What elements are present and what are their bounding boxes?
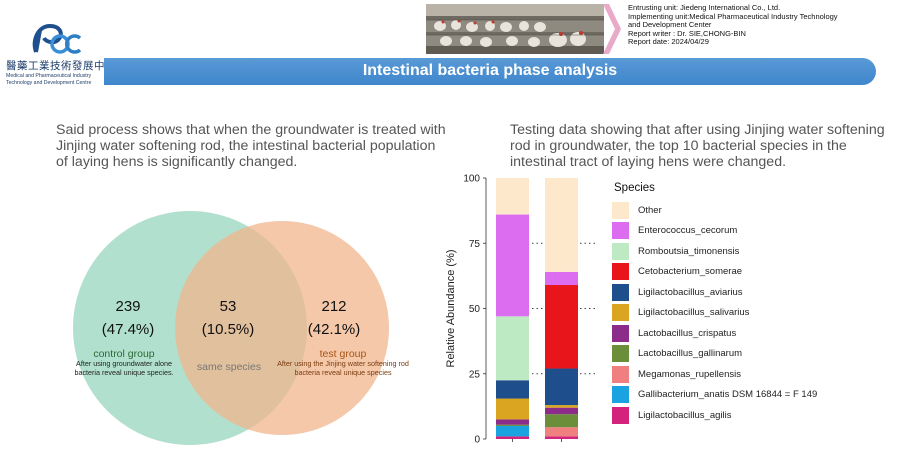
bar-segment xyxy=(496,425,529,437)
bar-segment xyxy=(496,419,529,425)
legend-item: Enterococcus_cecorum xyxy=(612,221,912,242)
legend-label: Megamonas_rupellensis xyxy=(638,368,741,380)
bar-segment xyxy=(496,424,529,426)
legend-item: Romboutsia_timonensis xyxy=(612,241,912,262)
test-pct: (42.1%) xyxy=(307,321,361,338)
bar-segment xyxy=(545,271,578,286)
chevron-right-icon xyxy=(603,4,621,54)
page-title: Intestinal bacteria phase analysis xyxy=(362,62,618,79)
bar-segment xyxy=(496,436,529,439)
bar-segment xyxy=(496,316,529,381)
test-note-line-2: bacteria reveal unique species xyxy=(294,367,392,377)
center-logo: 醫藥工業技術發展中心 Medical and Pharmaceutical In… xyxy=(6,22,116,86)
test-group-label: test group xyxy=(319,348,367,360)
legend-swatch xyxy=(612,201,629,219)
legend-item: Other xyxy=(612,200,912,221)
meta-entrusting-unit: Entrusting unit: Jiedeng International C… xyxy=(628,3,781,12)
control-group-label: control group xyxy=(93,348,155,360)
meta-implementing-unit-cont: and Development Center xyxy=(628,20,712,30)
bar-segment xyxy=(545,178,578,272)
legend-label: Gallibacterium_anatis DSM 16844 = F 149 xyxy=(638,389,818,401)
pidc-logo-icon xyxy=(32,23,82,54)
legend-label: Cetobacterium_somerae xyxy=(638,266,743,278)
legend-label: Ligilactobacillus_salivarius xyxy=(638,307,750,319)
legend-swatch xyxy=(612,386,629,404)
legend-swatch xyxy=(612,345,629,363)
shared-count: 53 xyxy=(219,298,237,315)
legend-item: Ligilactobacillus_aviarius xyxy=(612,282,912,303)
legend-label: Ligilactobacillus_agilis xyxy=(638,409,732,421)
logo-english-line-1: Medical and Pharmaceutical Industry xyxy=(6,73,92,79)
legend-label: Other xyxy=(638,204,662,216)
meta-report-writer: Report writer : Dr. SIE,CHONG-BIN xyxy=(628,28,746,38)
legend-label: Enterococcus_cecorum xyxy=(638,225,738,237)
control-note-line-1: After using groundwater alone xyxy=(76,359,172,368)
legend-item: Ligilactobacillus_agilis xyxy=(612,405,912,426)
legend-swatch xyxy=(612,263,629,281)
bar-segment xyxy=(545,436,578,439)
legend-swatch xyxy=(612,222,629,240)
shared-label: same species xyxy=(196,361,262,373)
bar-segment xyxy=(496,398,529,420)
logo-chinese-name: 醫藥工業技術發展中心 xyxy=(6,60,116,72)
legend-swatch xyxy=(612,324,629,342)
venn-diagram: 239 (47.4%) 53 (10.5%) 212 (42.1%) contr… xyxy=(60,200,420,454)
legend-item: Lactobacillus_gallinarum xyxy=(612,344,912,365)
bar-segment xyxy=(545,407,578,415)
y-tick-label: 0 xyxy=(474,435,480,446)
y-axis-label: Relative Abundance (%) xyxy=(445,249,457,367)
bar-segment xyxy=(545,405,578,408)
test-note-line-1: After using the Jinjing water softening … xyxy=(277,359,409,368)
y-tick-label: 50 xyxy=(469,304,481,315)
legend-swatch xyxy=(612,283,629,301)
legend-swatch xyxy=(612,406,629,424)
legend-swatch xyxy=(612,365,629,383)
report-meta: Entrusting unit: Jiedeng International C… xyxy=(628,3,838,47)
legend-label: Ligilactobacillus_aviarius xyxy=(638,286,743,298)
legend-item: Cetobacterium_somerae xyxy=(612,262,912,283)
legend-label: Lactobacillus_gallinarum xyxy=(638,348,743,360)
chart-description: Testing data showing that after using Ji… xyxy=(510,122,885,170)
bar-segment xyxy=(496,178,529,215)
bar-segment xyxy=(496,214,529,317)
y-tick-label: 100 xyxy=(463,174,480,185)
bar-segment xyxy=(545,427,578,437)
y-tick-label: 25 xyxy=(469,369,481,380)
legend-item: Gallibacterium_anatis DSM 16844 = F 149 xyxy=(612,385,912,406)
test-group-circle xyxy=(175,221,389,435)
legend-item: Ligilactobacillus_salivarius xyxy=(612,303,912,324)
legend-item: Megamonas_rupellensis xyxy=(612,364,912,385)
bar-segment xyxy=(545,285,578,369)
legend-label: Lactobacillus_crispatus xyxy=(638,327,737,339)
legend-items: Other Enterococcus_cecorum Romboutsia_timo… xyxy=(612,200,912,426)
bar-segment xyxy=(545,414,578,428)
control-count: 239 xyxy=(115,298,141,315)
species-legend: Species Other Enterococcus_cecorum Rombout… xyxy=(612,182,912,426)
meta-report-date: Report date: 2024/04/29 xyxy=(628,37,709,47)
abundance-chart-svg: 0 25 50 75 100 Relative Abundance (%) xyxy=(445,174,596,446)
legend-swatch xyxy=(612,242,629,260)
legend-swatch xyxy=(612,304,629,322)
legend-label: Romboutsia_timonensis xyxy=(638,245,740,257)
control-note-line-2: bacteria reveal unique species. xyxy=(74,367,174,377)
bar-segment xyxy=(545,368,578,406)
legend-title: Species xyxy=(614,182,655,194)
y-tick-label: 75 xyxy=(469,239,481,250)
legend-item: Lactobacillus_crispatus xyxy=(612,323,912,344)
shared-pct: (10.5%) xyxy=(201,321,255,338)
venn-description: Said process shows that when the groundw… xyxy=(56,122,446,170)
logo-english-line-2: Technology and Development Centre xyxy=(6,79,92,86)
hen-house-photo xyxy=(426,4,604,54)
bar-segment xyxy=(496,380,529,399)
abundance-chart: 0 25 50 75 100 Relative Abundance (%) xyxy=(440,165,640,454)
control-pct: (47.4%) xyxy=(101,321,155,338)
title-bar: Intestinal bacteria phase analysis xyxy=(104,58,876,85)
test-count: 212 xyxy=(321,298,347,315)
meta-implementing-unit: Implementing unit:Medical Pharmaceutical… xyxy=(628,11,838,21)
